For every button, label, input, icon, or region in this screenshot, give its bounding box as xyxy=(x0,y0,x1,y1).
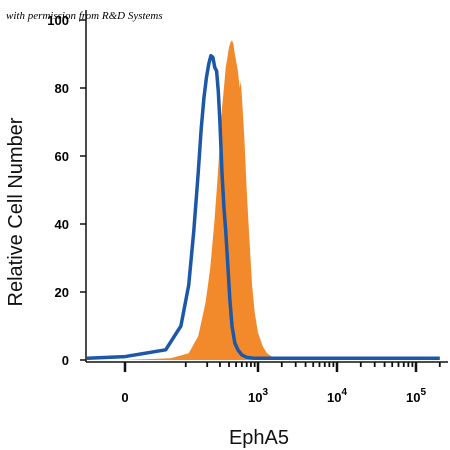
axes: 0 20 40 60 80 100 0 103 104 105 xyxy=(47,10,448,405)
x-tick-label: 104 xyxy=(327,387,347,405)
y-axis-title: Relative Cell Number xyxy=(5,117,27,306)
y-tick-label: 40 xyxy=(55,217,69,232)
control-histogram-line xyxy=(86,53,440,361)
x-tick-label: 103 xyxy=(248,387,268,405)
sample-histogram-fill xyxy=(87,40,440,361)
plot-area xyxy=(86,40,440,361)
x-tick-label: 105 xyxy=(406,387,426,405)
y-tick-label: 0 xyxy=(62,353,69,368)
x-tick-label: 0 xyxy=(121,390,128,405)
watermark-text: with permission from R&D Systems xyxy=(6,10,163,22)
y-tick-label: 60 xyxy=(55,149,69,164)
x-axis-title: EphA5 xyxy=(229,427,289,449)
y-tick-label: 100 xyxy=(47,13,69,28)
y-tick-label: 80 xyxy=(55,81,69,96)
y-tick-label: 20 xyxy=(55,285,69,300)
